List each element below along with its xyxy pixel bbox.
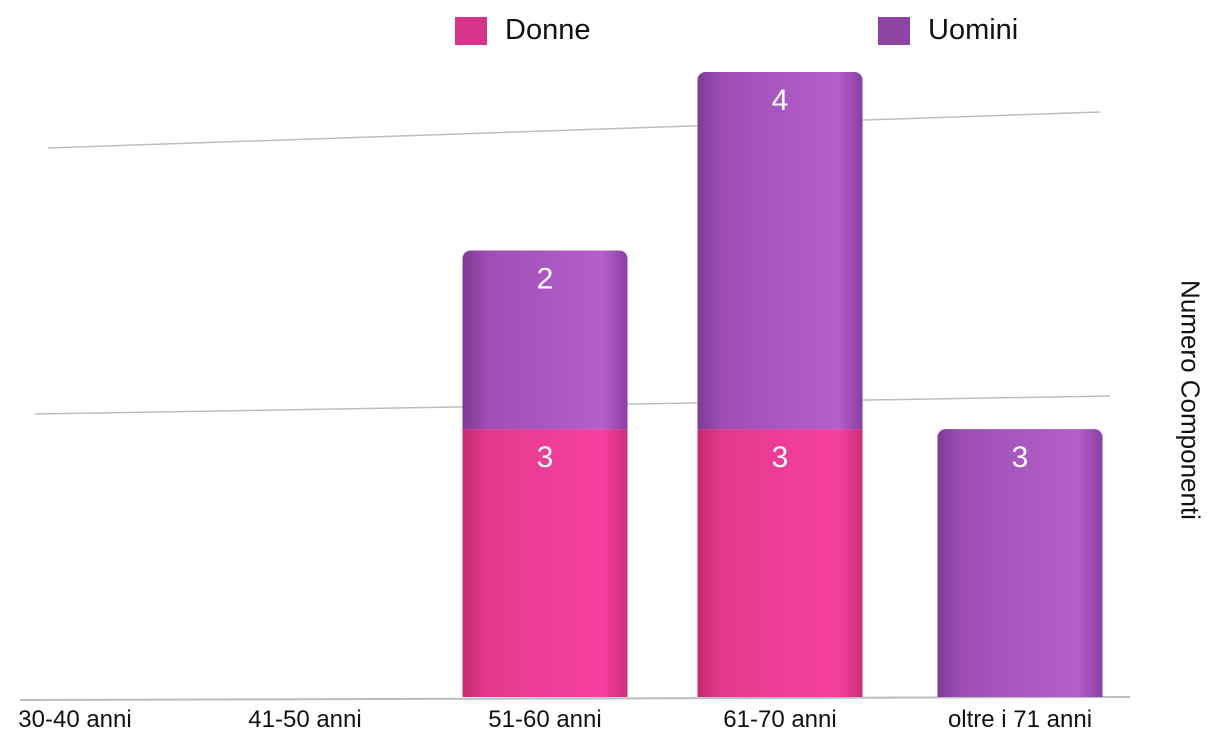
- bar-uomini-3: [697, 71, 863, 430]
- legend-item-donne: Donne: [455, 14, 590, 47]
- legend-swatch-donne: [455, 16, 487, 45]
- bar-uomini-2-base: [462, 419, 628, 430]
- value-label-uomini-3: 4: [772, 84, 789, 117]
- legend-item-uomini: Uomini: [878, 14, 1018, 47]
- bars: [462, 71, 1103, 697]
- y-axis-label: Numero Componenti: [1175, 280, 1206, 520]
- value-label-uomini-2: 2: [537, 263, 554, 296]
- legend-label-donne: Donne: [505, 14, 591, 46]
- x-tick-label-1: 41-50 anni: [248, 706, 361, 733]
- bar-donne-2: [462, 429, 628, 697]
- x-tick-label-3: 61-70 anni: [723, 706, 836, 733]
- value-label-donne-3: 3: [772, 441, 789, 474]
- x-tick-labels: 30-40 anni 41-50 anni 51-60 anni 61-70 anni…: [18, 706, 1092, 733]
- x-tick-label-0: 30-40 anni: [18, 706, 131, 733]
- bar-uomini-2: [462, 250, 628, 430]
- bar-donne-3: [697, 429, 863, 697]
- bar-uomini-4: [937, 429, 1103, 697]
- bar-uomini-4-base: [937, 687, 1103, 697]
- x-tick-label-4: oltre i 71 anni: [948, 706, 1092, 733]
- value-labels: 3 2 3 4 3: [537, 84, 1029, 474]
- grid-line-6: [47, 111, 1101, 149]
- x-tick-label-2: 51-60 anni: [488, 706, 601, 733]
- value-label-donne-2: 3: [537, 441, 554, 474]
- grid-line-0: [19, 696, 1131, 701]
- legend-swatch-uomini: [878, 16, 910, 45]
- value-label-uomini-4: 3: [1012, 441, 1029, 474]
- bar-uomini-3-base: [697, 419, 863, 430]
- legend-label-uomini: Uomini: [928, 14, 1019, 46]
